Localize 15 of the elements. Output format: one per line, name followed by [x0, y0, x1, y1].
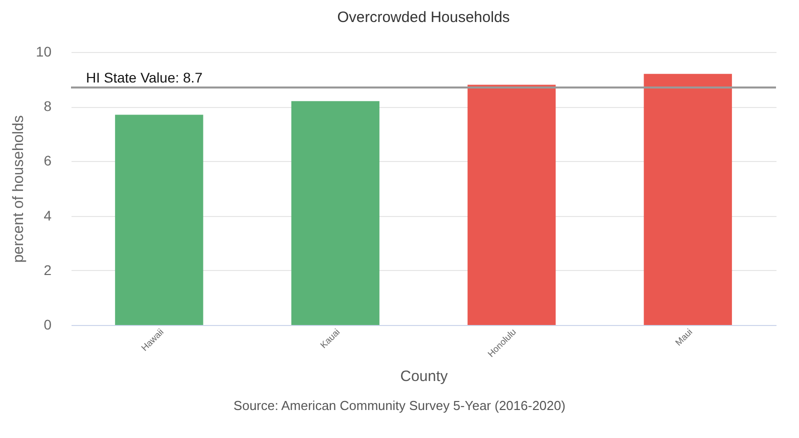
y-tick-label: 2 [44, 262, 52, 278]
y-tick-label: 8 [44, 98, 52, 114]
bar [291, 101, 380, 325]
bar [644, 74, 732, 325]
y-axis-title: percent of households [10, 115, 27, 263]
bar [468, 84, 556, 325]
x-axis-title: County [400, 368, 448, 385]
source-note: Source: American Community Survey 5-Year (2016-2020) [232, 398, 566, 413]
ref-line-label: HI State Value: 8.7 [86, 69, 203, 86]
chart-title: Overcrowded Households [337, 9, 510, 26]
y-tick-label: 6 [44, 152, 52, 169]
y-tick-label: 4 [44, 207, 52, 224]
bar [115, 114, 204, 325]
y-tick-label: 10 [36, 44, 52, 60]
y-tick-label: 0 [44, 316, 52, 332]
